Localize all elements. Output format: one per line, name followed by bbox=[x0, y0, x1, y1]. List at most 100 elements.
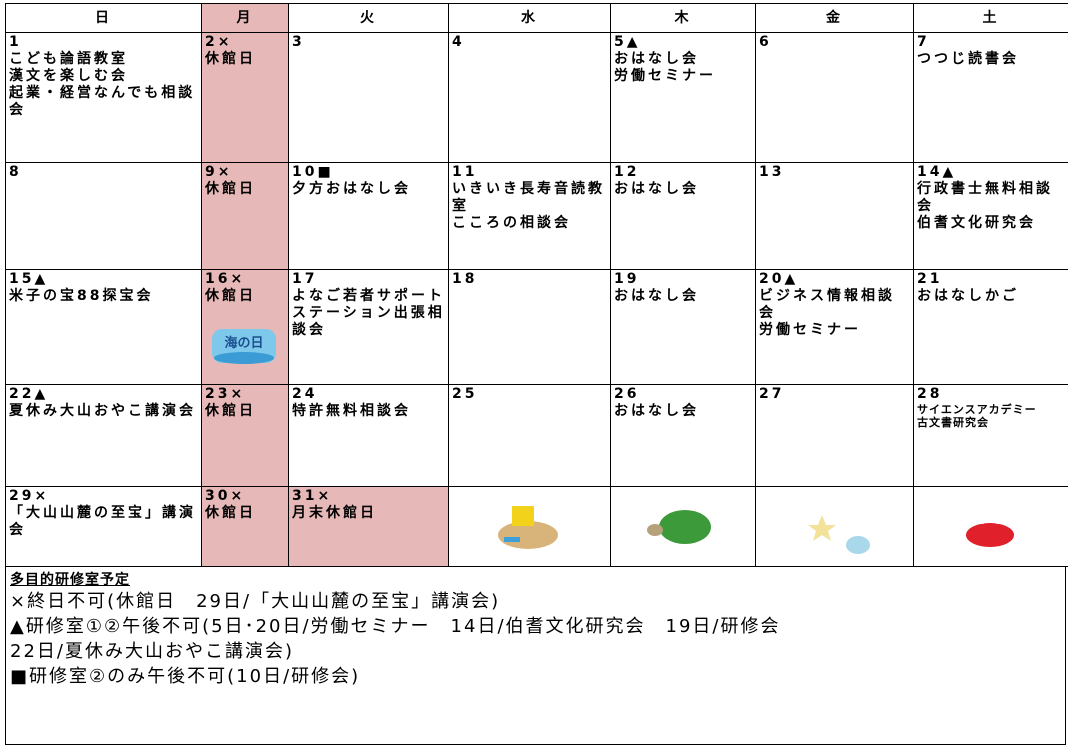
event: 労働セミナー bbox=[759, 322, 861, 338]
event: つつじ読書会 bbox=[917, 51, 1019, 67]
date-label: 10■ bbox=[292, 164, 334, 180]
badge-text: 海の日 bbox=[224, 335, 263, 351]
footer-line: 22日/夏休み大山おやこ講演会) bbox=[10, 641, 294, 662]
date-label: 21 bbox=[917, 271, 943, 287]
day-header: 木 bbox=[610, 3, 756, 33]
week-row: 29× 「大山山麓の至宝」講演会 30× 休館日 31× 月末休館日 bbox=[5, 486, 1068, 567]
date-label: 27 bbox=[759, 386, 785, 402]
date-label: 29× bbox=[9, 488, 50, 504]
day-cell: 26 おはなし会 bbox=[610, 384, 756, 487]
event: 休館日 bbox=[205, 181, 256, 197]
week-row: 15▲ 米子の宝88探宝会 16× 休館日 17 よなご若者サポートステーション出張相談会… bbox=[5, 269, 1068, 385]
event: おはなし会 bbox=[614, 181, 699, 197]
event: 米子の宝88探宝会 bbox=[9, 288, 154, 304]
week-row: 22▲ 夏休み大山おやこ講演会 23× 休館日 24 特許無料相談会 25 26 おはなし会 27… bbox=[5, 384, 1068, 487]
day-cell: 3 bbox=[288, 32, 449, 163]
day-cell: 16× 休館日 bbox=[201, 269, 289, 385]
date-label: 17 bbox=[292, 271, 318, 287]
event: 月末休館日 bbox=[292, 505, 377, 521]
event: 漢文を楽しむ会 bbox=[9, 68, 128, 84]
event: 休館日 bbox=[205, 403, 256, 419]
day-cell: 7 つつじ読書会 bbox=[913, 32, 1068, 163]
date-label: 24 bbox=[292, 386, 318, 402]
date-label: 8 bbox=[9, 164, 22, 180]
calendar: 日月火水木金土 1 こども論語教室 漢文を楽しむ会 起業・経営なんでも相談会 2× 休館日… bbox=[5, 3, 1068, 567]
day-header: 金 bbox=[755, 3, 914, 33]
date-label: 5▲ bbox=[614, 34, 641, 50]
day-cell: 23× 休館日 bbox=[201, 384, 289, 487]
event: おはなし会 bbox=[614, 403, 699, 419]
date-label: 20▲ bbox=[759, 271, 799, 287]
event: こども論語教室 bbox=[9, 51, 128, 67]
day-cell: 6 bbox=[755, 32, 914, 163]
date-label: 28 bbox=[917, 386, 943, 402]
day-cell: 19 おはなし会 bbox=[610, 269, 756, 385]
date-label: 31× bbox=[292, 488, 333, 504]
date-label: 7 bbox=[917, 34, 930, 50]
day-cell: 11 いきいき長寿音読教室 こころの相談会 bbox=[448, 162, 611, 270]
date-label: 2× bbox=[205, 34, 233, 50]
umi-badge: 海の日 bbox=[212, 329, 276, 364]
day-header: 月 bbox=[201, 3, 289, 33]
event: おはなし会 bbox=[614, 51, 699, 67]
date-label: 22▲ bbox=[9, 386, 49, 402]
event: 休館日 bbox=[205, 51, 256, 67]
date-label: 4 bbox=[452, 34, 465, 50]
starfish bbox=[808, 515, 870, 554]
day-cell: 22▲ 夏休み大山おやこ講演会 bbox=[5, 384, 202, 487]
day-cell: 31× 月末休館日 bbox=[288, 486, 449, 567]
date-label: 25 bbox=[452, 386, 478, 402]
day-cell: 14▲ 行政書士無料相談会 伯耆文化研究会 bbox=[913, 162, 1068, 270]
footer-line: ×終日不可(休館日 29日/「大山山麓の至宝」講演会) bbox=[10, 591, 501, 612]
event: ビジネス情報相談会 bbox=[759, 288, 895, 321]
footer-line: ■研修室②のみ午後不可(10日/研修会) bbox=[10, 666, 361, 687]
footer: 多目的研修室予定 ×終日不可(休館日 29日/「大山山麓の至宝」講演会) ▲研修室… bbox=[5, 567, 1066, 745]
date-label: 18 bbox=[452, 271, 478, 287]
event: 休館日 bbox=[205, 288, 256, 304]
date-label: 11 bbox=[452, 164, 478, 180]
event: いきいき長寿音読教室 bbox=[452, 181, 605, 214]
day-cell: 10■ 夕方おはなし会 bbox=[288, 162, 449, 270]
event: 夕方おはなし会 bbox=[292, 181, 411, 197]
day-cell: 9× 休館日 bbox=[201, 162, 289, 270]
date-label: 6 bbox=[759, 34, 772, 50]
event: 夏休み大山おやこ講演会 bbox=[9, 403, 196, 419]
event: よなご若者サポートステーション出張相談会 bbox=[292, 288, 445, 338]
footer-line: ▲研修室①②午後不可(5日･20日/労働セミナー 14日/伯耆文化研究会 19日… bbox=[10, 616, 781, 637]
day-cell bbox=[755, 486, 914, 567]
event: 労働セミナー bbox=[614, 68, 716, 84]
day-cell: 25 bbox=[448, 384, 611, 487]
event: こころの相談会 bbox=[452, 215, 571, 231]
day-cell: 13 bbox=[755, 162, 914, 270]
day-cell: 17 よなご若者サポートステーション出張相談会 bbox=[288, 269, 449, 385]
footer-title: 多目的研修室予定 bbox=[10, 572, 130, 588]
day-header: 日 bbox=[5, 3, 202, 33]
event: 特許無料相談会 bbox=[292, 403, 411, 419]
day-cell: 5▲ おはなし会 労働セミナー bbox=[610, 32, 756, 163]
day-cell: 15▲ 米子の宝88探宝会 bbox=[5, 269, 202, 385]
event: 伯耆文化研究会 bbox=[917, 215, 1036, 231]
day-cell: 1 こども論語教室 漢文を楽しむ会 起業・経営なんでも相談会 bbox=[5, 32, 202, 163]
date-label: 26 bbox=[614, 386, 640, 402]
date-label: 14▲ bbox=[917, 164, 957, 180]
day-header: 土 bbox=[913, 3, 1068, 33]
day-cell: 28 サイエンスアカデミー 古文書研究会 bbox=[913, 384, 1068, 487]
event: 古文書研究会 bbox=[917, 416, 989, 429]
day-cell: 27 bbox=[755, 384, 914, 487]
day-cell: 20▲ ビジネス情報相談会 労働セミナー bbox=[755, 269, 914, 385]
day-cell: 30× 休館日 bbox=[201, 486, 289, 567]
date-label: 9× bbox=[205, 164, 233, 180]
day-header: 火 bbox=[288, 3, 449, 33]
event: 休館日 bbox=[205, 505, 256, 521]
event: 起業・経営なんでも相談会 bbox=[9, 85, 196, 118]
date-label: 23× bbox=[205, 386, 246, 402]
date-label: 12 bbox=[614, 164, 640, 180]
event: おはなしかご bbox=[917, 288, 1019, 304]
date-label: 1 bbox=[9, 34, 22, 50]
week-row: 1 こども論語教室 漢文を楽しむ会 起業・経営なんでも相談会 2× 休館日 3 4 5▲ おはなし… bbox=[5, 32, 1068, 163]
header-row: 日月火水木金土 bbox=[5, 3, 1068, 33]
week-row: 8 9× 休館日 10■ 夕方おはなし会 11 いきいき長寿音読教室 こころの相談会 12 おはな… bbox=[5, 162, 1068, 270]
turtle bbox=[647, 510, 711, 544]
